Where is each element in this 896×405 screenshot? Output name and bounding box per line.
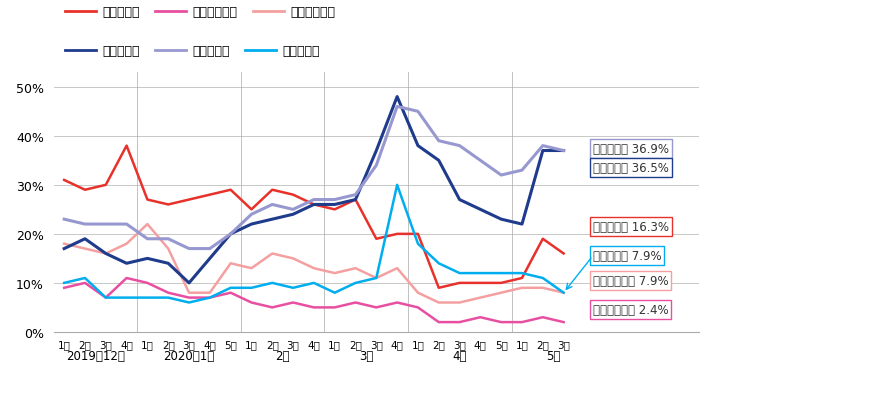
Text: 悲しかった 7.9%: 悲しかった 7.9% [593, 250, 661, 263]
Legend: 不安だった, 憂鬱だった, 悲しかった: 不安だった, 憂鬱だった, 悲しかった [60, 40, 325, 63]
Text: 5月: 5月 [546, 349, 560, 362]
Text: 2020年1月: 2020年1月 [163, 349, 215, 362]
Text: 2月: 2月 [275, 349, 290, 362]
Text: 不安だった 36.5%: 不安だった 36.5% [593, 162, 668, 175]
Text: 憂鬱だった 36.9%: 憂鬱だった 36.9% [593, 142, 668, 155]
Text: 2019年12月: 2019年12月 [66, 349, 125, 362]
Text: 3月: 3月 [358, 349, 373, 362]
Text: わくわくした 2.4%: わくわくした 2.4% [593, 304, 668, 317]
Text: 楽しかった 16.3%: 楽しかった 16.3% [593, 220, 668, 233]
Text: 4月: 4月 [452, 349, 467, 362]
Text: うれしかった 7.9%: うれしかった 7.9% [593, 274, 668, 287]
